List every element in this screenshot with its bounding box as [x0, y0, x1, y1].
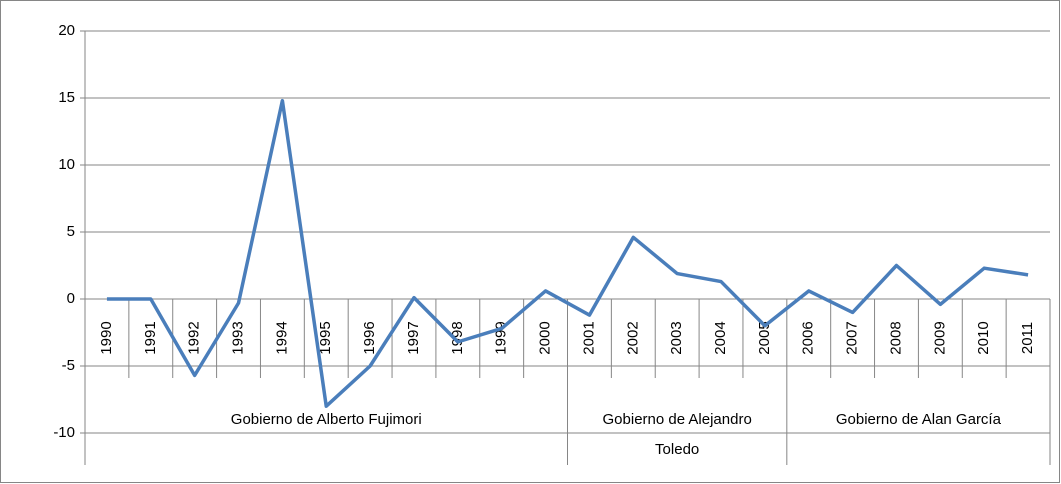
x-tick-label: 2008	[887, 321, 904, 354]
group-label: Gobierno de Alan García	[835, 411, 1001, 428]
x-tick-label: 2006	[800, 321, 817, 354]
y-tick-label: -10	[53, 424, 75, 441]
x-tick-label: 1993	[229, 321, 246, 354]
x-tick-label: 2009	[931, 321, 948, 354]
y-tick-label: -5	[62, 357, 75, 374]
x-tick-label: 2005	[756, 321, 773, 354]
x-tick-label: 2003	[668, 321, 685, 354]
x-tick-label: 1990	[98, 321, 115, 354]
x-tick-label: 1991	[142, 321, 159, 354]
x-tick-label: 2007	[844, 321, 861, 354]
group-label-box: Gobierno de Alberto Fujimori	[230, 411, 422, 428]
x-tick-label: 2000	[537, 321, 554, 354]
y-tick-label: 5	[67, 223, 75, 240]
x-tick-label: 2010	[975, 321, 992, 354]
x-tick-label: 2002	[624, 321, 641, 354]
x-tick-label: 1992	[186, 321, 203, 354]
x-tick-label: 1996	[361, 321, 378, 354]
x-tick-label: 1995	[317, 321, 334, 354]
y-tick-label: 20	[58, 22, 75, 39]
group-label-box: Gobierno de Alan García	[835, 411, 1001, 428]
data-line	[106, 98, 1029, 408]
x-tick-label: 2001	[580, 321, 597, 354]
x-tick-label: 1999	[493, 321, 510, 354]
x-tick-label: 1998	[449, 321, 466, 354]
x-tick-label: 2004	[712, 321, 729, 354]
group-label: Gobierno de Alejandro Toledo	[602, 411, 752, 458]
y-tick-label: 0	[67, 290, 75, 307]
y-tick-label: 15	[58, 89, 75, 106]
group-label: Gobierno de Alberto Fujimori	[230, 411, 422, 428]
x-tick-label: 1997	[405, 321, 422, 354]
x-tick-label: 2011	[1019, 322, 1036, 354]
y-tick-label: 10	[58, 156, 75, 173]
x-tick-label: 1994	[273, 321, 290, 354]
group-label-box: Gobierno de Alejandro Toledo	[602, 411, 752, 458]
